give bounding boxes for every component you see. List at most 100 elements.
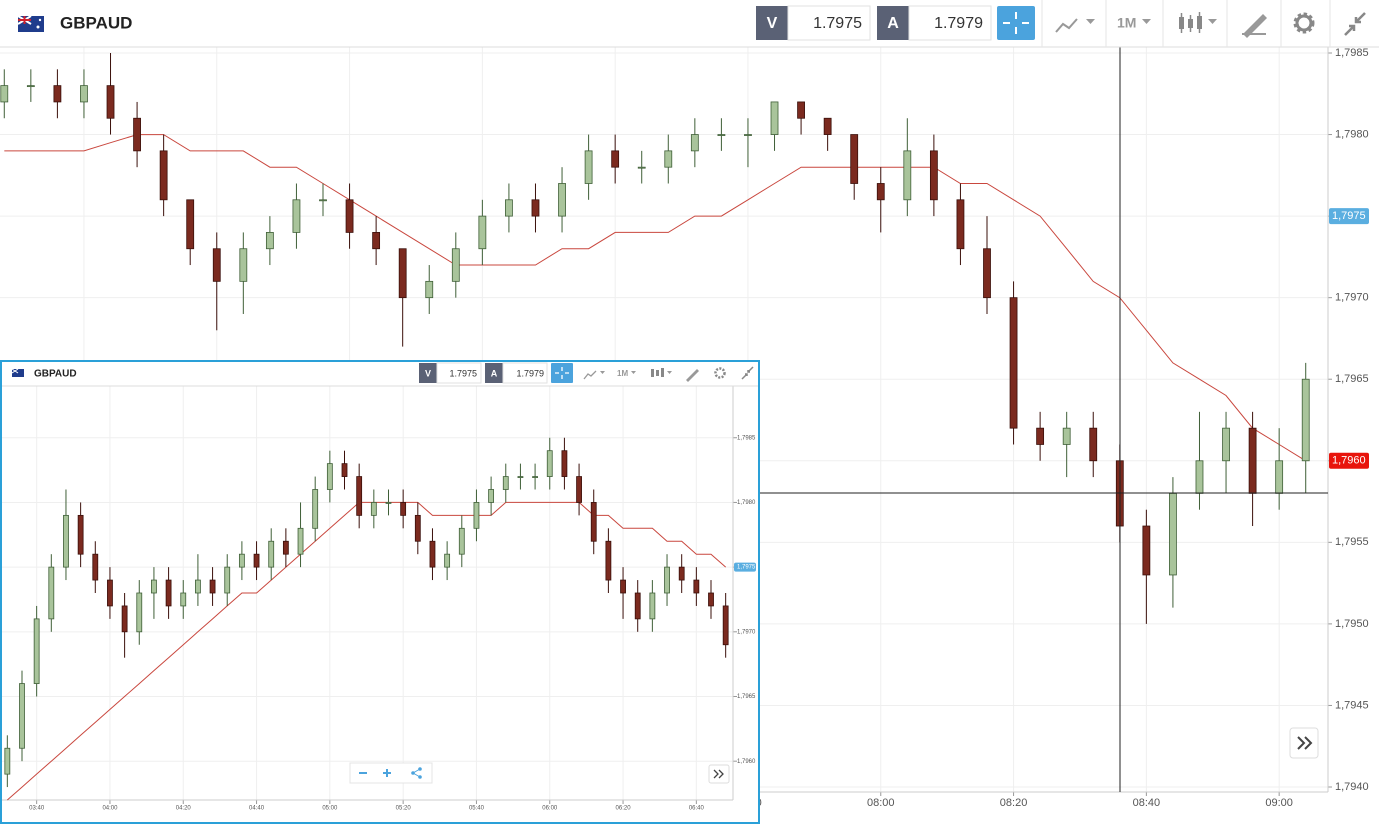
candle-body (26, 85, 35, 88)
candle-body (458, 527, 465, 555)
candle-body (19, 683, 25, 749)
y-tick-label: 1,7970 (1335, 292, 1369, 304)
x-tick-label: 06:20 (616, 806, 632, 812)
candle-body (505, 199, 513, 217)
candle-body (1089, 427, 1098, 462)
candle-body (693, 579, 700, 594)
candle-body (186, 199, 195, 250)
symbol: GBPAUD (60, 13, 132, 32)
candle-body (561, 450, 568, 477)
y-tick-label: 1,7985 (737, 435, 756, 441)
candle-body (77, 514, 84, 555)
x-tick-label: 08:20 (1000, 797, 1028, 809)
zoom-controls (349, 762, 433, 784)
candle-body (414, 514, 421, 542)
inset-scroll-right[interactable] (708, 764, 730, 784)
candle-body (903, 150, 912, 201)
candle-body (590, 502, 597, 542)
candle-body (107, 579, 113, 607)
candle-body (744, 134, 752, 136)
inset-frame (0, 360, 760, 824)
candle-body (473, 502, 480, 529)
y-tick-label: 1,7940 (1335, 781, 1369, 793)
inset-timeframe[interactable]: 1M (617, 369, 628, 378)
inset-chart-type-button[interactable] (651, 368, 672, 377)
x-tick-label: 05:20 (396, 806, 412, 812)
y-tick-label: 1,7965 (1335, 373, 1369, 385)
candle-body (253, 553, 260, 568)
candle-body (224, 566, 231, 594)
candle-body (195, 579, 201, 594)
inset-settings-button[interactable] (714, 367, 726, 379)
candle-body (664, 150, 673, 168)
candle-body (823, 117, 832, 135)
scroll-right-button[interactable] (1289, 727, 1319, 759)
ask-box[interactable] (908, 5, 992, 41)
inset-chart: 1,7985 1,7980 1,7975 1,7970 1,7965 1,7960 03:4… (0, 360, 760, 824)
inset-draw-button[interactable] (686, 369, 699, 382)
inset-bid-price: 1.7975 (449, 368, 477, 378)
candle-body (4, 747, 11, 775)
bid-badge (756, 6, 788, 40)
inset-bid-box[interactable] (436, 362, 482, 384)
bid-box[interactable] (787, 5, 871, 41)
bid-label: V (767, 15, 778, 32)
candle-body (159, 150, 168, 201)
x-tick-label: 08:00 (867, 797, 895, 809)
toolbar-bg (0, 0, 1379, 47)
candle-body (0, 85, 9, 103)
inset-collapse-button[interactable] (741, 366, 754, 380)
candle-body (717, 134, 726, 136)
candle-body (546, 450, 553, 477)
inset-toolbar: GBPAUD V 1.7975 A 1.7979 1M (1, 361, 759, 387)
chart-type-button[interactable] (1179, 12, 1217, 33)
toolbar: GBPAUD V 1.7975 A 1.7979 1M (0, 0, 1379, 48)
inset-ask-label: A (491, 368, 498, 378)
draw-button[interactable] (1242, 14, 1267, 38)
collapse-button[interactable] (1344, 12, 1366, 36)
indicator-button[interactable] (1055, 18, 1095, 33)
crosshair-button[interactable] (997, 6, 1035, 40)
y-tick-label: 1,7945 (1335, 699, 1369, 711)
candle-body (517, 476, 524, 478)
settings-button[interactable] (1293, 12, 1315, 34)
inset-crosshair-button[interactable] (551, 363, 573, 383)
x-tick-label: 06:00 (542, 806, 558, 812)
inset-ask-box[interactable] (502, 362, 548, 384)
timeframe[interactable]: 1M (1117, 15, 1136, 31)
inset-indicator-button[interactable] (583, 370, 597, 380)
candle-body (212, 248, 221, 282)
candle-body (444, 553, 451, 568)
candle-body (929, 150, 938, 201)
candle-body (319, 199, 327, 202)
x-tick-label: 08:40 (1133, 797, 1161, 809)
candle-body (488, 489, 495, 503)
candle-body (634, 592, 641, 620)
zoom-in[interactable] (383, 769, 391, 777)
candle-body (1195, 460, 1204, 494)
price-tag (734, 562, 756, 572)
candle-body (850, 134, 859, 184)
candle-body (106, 85, 115, 119)
candle-body (983, 248, 991, 299)
candle-body (33, 618, 40, 684)
inset-plot: 1,7985 1,7980 1,7975 1,7970 1,7965 1,7960 03:4… (0, 386, 756, 812)
candle-body (1009, 297, 1018, 429)
share[interactable] (411, 767, 422, 779)
candle-body (356, 476, 363, 516)
candle-body (1062, 427, 1071, 445)
candle-body (690, 134, 699, 152)
candle-body (1169, 492, 1177, 576)
y-tick-label: 1,7985 (1335, 47, 1369, 59)
candle-body (370, 502, 377, 516)
candle-body (63, 514, 69, 568)
candle-body (797, 101, 805, 119)
x-tick-label: 05:00 (322, 806, 338, 812)
inset-bid-label: V (425, 368, 431, 378)
candle-body (151, 579, 157, 594)
candle-body (92, 553, 99, 581)
candle-body (770, 101, 779, 135)
y-tick-label: 1,7950 (1335, 618, 1369, 630)
x-tick-label: 05:40 (469, 806, 485, 812)
